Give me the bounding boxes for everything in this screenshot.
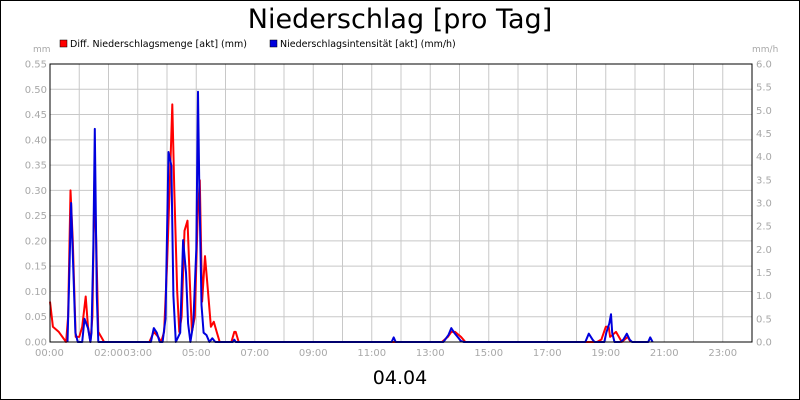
right-axis-unit: mm/h [752, 45, 778, 55]
x-tick-label: 17:00 [533, 348, 562, 359]
legend-swatch-menge [59, 39, 68, 48]
right-tick-label: 1.5 [756, 268, 772, 279]
right-tick-label: 3.5 [756, 175, 772, 186]
chart-title: Niederschlag [pro Tag] [248, 4, 552, 35]
x-axis-ticks: 00:00 02:00 03:00 05:00 07:00 09:00 11:00 13:00… [35, 348, 737, 359]
legend-label-menge: Diff. Niederschlagsmenge [akt] (mm) [70, 39, 247, 50]
x-tick-label: 15:00 [474, 348, 503, 359]
left-axis-unit: mm [33, 45, 51, 55]
x-tick-label: 09:00 [299, 348, 328, 359]
left-tick-label: 0.30 [25, 186, 47, 197]
x-tick-label: 03:00 [123, 348, 152, 359]
date-label: 04.04 [373, 367, 427, 389]
right-tick-label: 4.0 [756, 152, 772, 163]
legend-swatch-intensitaet [269, 39, 278, 48]
left-tick-label: 0.15 [25, 262, 47, 273]
right-axis-ticks: 0.0 0.5 1.0 1.5 2.0 2.5 3.0 3.5 4.0 4.5 5.0 5.5 6.0 [756, 60, 772, 349]
x-tick-label: 02:00 [94, 348, 123, 359]
left-tick-label: 0.05 [25, 312, 47, 323]
left-tick-label: 0.10 [25, 287, 47, 298]
x-tick-label: 19:00 [591, 348, 620, 359]
right-tick-label: 2.0 [756, 245, 772, 256]
left-tick-label: 0.55 [25, 60, 47, 71]
right-tick-label: 6.0 [756, 60, 772, 71]
legend-label-intensitaet: Niederschlagsintensität [akt] (mm/h) [280, 39, 456, 50]
x-tick-label: 21:00 [650, 348, 679, 359]
x-tick-label: 11:00 [357, 348, 386, 359]
right-tick-label: 1.0 [756, 291, 772, 302]
x-tick-label: 00:00 [35, 348, 64, 359]
left-tick-label: 0.20 [25, 236, 47, 247]
series-line-niederschlagsintensitaet [66, 90, 654, 343]
left-tick-label: 0.45 [25, 110, 47, 121]
right-tick-label: 5.5 [756, 83, 772, 94]
left-tick-label: 0.25 [25, 211, 47, 222]
plot-border [49, 63, 753, 343]
legend: Diff. Niederschlagsmenge [akt] (mm) Nied… [59, 39, 456, 50]
left-tick-label: 0.50 [25, 85, 47, 96]
left-tick-label: 0.40 [25, 135, 47, 146]
right-tick-label: 0.0 [756, 338, 772, 349]
left-tick-label: 0.00 [25, 338, 47, 349]
series [49, 90, 654, 343]
grid [49, 63, 753, 343]
left-axis-ticks: 0.00 0.05 0.10 0.15 0.20 0.25 0.30 0.35 0.40 0.45… [25, 60, 47, 349]
x-tick-label: 23:00 [708, 348, 737, 359]
x-tick-label: 13:00 [416, 348, 445, 359]
x-tick-label: 05:00 [182, 348, 211, 359]
right-tick-label: 2.5 [756, 222, 772, 233]
right-tick-label: 3.0 [756, 199, 772, 210]
right-tick-label: 4.5 [756, 129, 772, 140]
x-tick-label: 07:00 [240, 348, 269, 359]
right-tick-label: 0.5 [756, 314, 772, 325]
left-tick-label: 0.35 [25, 161, 47, 172]
right-tick-label: 5.0 [756, 106, 772, 117]
